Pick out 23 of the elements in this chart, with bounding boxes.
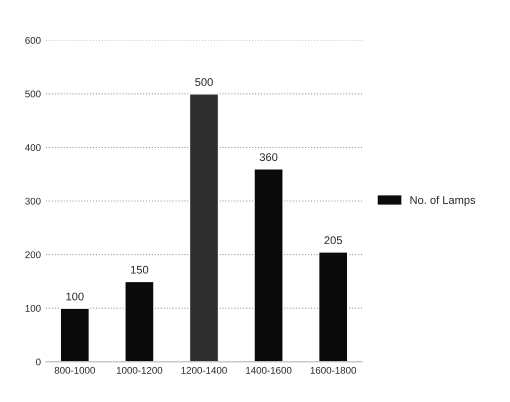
bar xyxy=(318,251,348,362)
y-tick-label: 100 xyxy=(26,304,41,312)
bar xyxy=(188,93,220,362)
y-tick-label: 400 xyxy=(25,144,41,152)
data-label: 205 xyxy=(324,236,342,244)
x-tick-label: 1600-1800 xyxy=(310,366,356,374)
y-tick-label: 0 xyxy=(36,358,41,366)
y-tick-label: 200 xyxy=(25,251,41,258)
bar xyxy=(124,280,155,362)
data-label: 500 xyxy=(195,78,213,86)
legend-label: No. of Lamps xyxy=(410,196,476,206)
x-tick-label: 1000-1200 xyxy=(116,366,162,374)
x-tick-label: 800-1000 xyxy=(54,366,95,374)
y-tick-label: 500 xyxy=(25,90,41,98)
data-label: 100 xyxy=(66,292,84,300)
data-label: 150 xyxy=(130,266,148,274)
x-tick-label: 1200-1400 xyxy=(181,366,227,374)
bar xyxy=(60,308,90,362)
y-tick-label: 300 xyxy=(25,198,41,205)
x-tick-label: 1400-1600 xyxy=(246,366,292,374)
bar xyxy=(253,168,284,362)
data-label: 360 xyxy=(260,153,278,162)
y-tick-label: 600 xyxy=(25,36,41,44)
